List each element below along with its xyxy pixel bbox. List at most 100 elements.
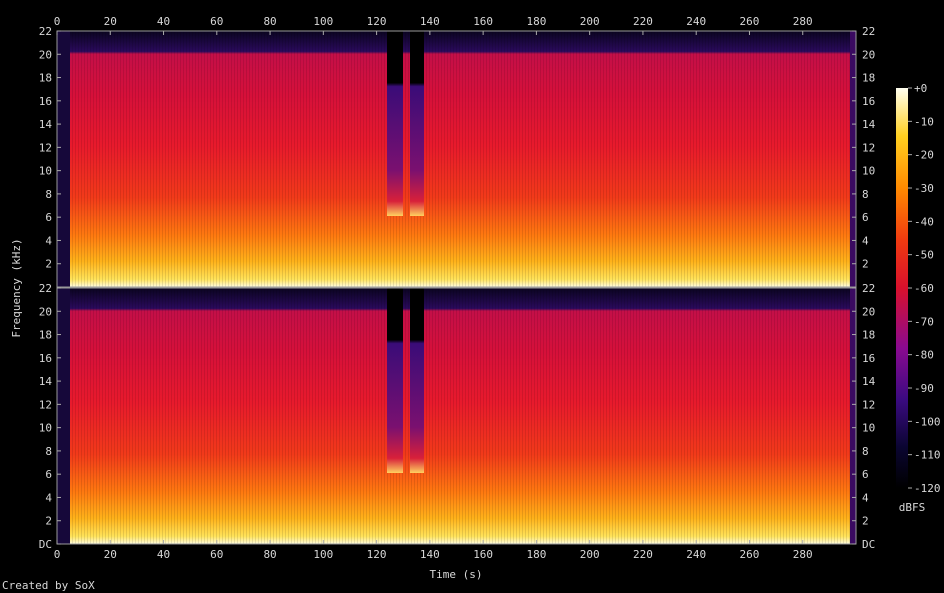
y-tick-label-right-bottom: 22 [862,282,875,295]
y-tick-label-right-top: 20 [862,48,875,61]
channel-top-tail [850,31,856,287]
y-tick-label-left-top: 16 [39,95,52,108]
colorbar-tick-label: -100 [914,415,941,428]
y-tick-label-right-top: 10 [862,165,875,178]
x-tick-label-bottom: 260 [740,548,760,561]
x-tick-label-top: 40 [157,15,170,28]
x-tick-label-top: 240 [686,15,706,28]
y-tick-label-left-top: 20 [39,48,52,61]
x-tick-label-bottom: 60 [210,548,223,561]
x-tick-label-bottom: 160 [473,548,493,561]
y-tick-label-right-bottom: 20 [862,305,875,318]
y-tick-label-left-top: 8 [45,188,52,201]
x-tick-label-top: 260 [740,15,760,28]
plot-frame-top [56,30,857,288]
x-tick-label-top: 200 [580,15,600,28]
y-tick-label-right-bottom: 2 [862,515,869,528]
y-tick-label-right-bottom: 6 [862,468,869,481]
colorbar-label: dBFS [899,501,926,514]
channel-bottom-quiet-1 [387,288,403,473]
y-tick-label-left-top: 22 [39,25,52,38]
x-tick-label-bottom: 0 [54,548,61,561]
x-tick-label-top: 100 [313,15,333,28]
x-axis-label: Time (s) [430,568,483,581]
colorbar-tick-label: -50 [914,249,934,262]
y-tick-label-right-bottom: 4 [862,491,869,504]
colorbar-tick-label: -60 [914,282,934,295]
sox-credit: Created by SoX [2,579,95,592]
y-axis-label: Frequency (kHz) [10,238,23,337]
y-tick-label-right-bottom: 14 [862,375,876,388]
x-tick-label-bottom: 140 [420,548,440,561]
x-tick-label-bottom: 100 [313,548,333,561]
y-tick-label-right-top: 8 [862,188,869,201]
x-tick-label-top: 220 [633,15,653,28]
y-tick-label-left-bottom: 18 [39,329,52,342]
colorbar-tick-label: -120 [914,482,941,495]
channel-top-quiet-1 [387,31,403,216]
y-tick-label-left-bottom: 12 [39,398,52,411]
y-tick-label-left-bottom: 6 [45,468,52,481]
channel-bottom-texture [57,288,856,544]
channel-top [57,31,856,287]
y-tick-label-right-top: 4 [862,234,869,247]
colorbar-tick-label: -20 [914,149,934,162]
y-tick-label-right-bottom: DC [862,538,875,551]
y-tick-label-left-bottom: 8 [45,445,52,458]
x-tick-label-top: 160 [473,15,493,28]
y-tick-label-left-bottom: DC [39,538,52,551]
x-tick-label-top: 0 [54,15,61,28]
y-tick-label-left-top: 6 [45,211,52,224]
x-tick-label-bottom: 40 [157,548,170,561]
y-tick-label-right-top: 6 [862,211,869,224]
y-tick-label-right-top: 12 [862,141,875,154]
y-tick-label-left-top: 18 [39,72,52,85]
colorbar-tick-label: -70 [914,315,934,328]
y-tick-label-left-top: 12 [39,141,52,154]
x-tick-label-top: 180 [526,15,546,28]
x-tick-label-bottom: 180 [526,548,546,561]
y-tick-label-left-bottom: 14 [39,375,53,388]
x-axis-bottom: 0 20 40 60 80 100 120 140 160 180 200 220 240 260 280 [54,540,813,561]
y-tick-label-right-top: 22 [862,25,875,38]
y-tick-label-left-bottom: 20 [39,305,52,318]
x-tick-label-bottom: 20 [104,548,117,561]
colorbar-tick-label: +0 [914,82,927,95]
y-tick-label-right-bottom: 12 [862,398,875,411]
channel-bottom-lead-in [57,288,70,544]
colorbar-tick-label: -10 [914,115,934,128]
y-tick-label-right-bottom: 10 [862,422,875,435]
x-axis-top: 0 20 40 60 80 100 120 140 160 180 200 220 240 260 280 [54,15,813,35]
x-tick-label-top: 140 [420,15,440,28]
channel-bottom [57,288,856,544]
channel-bottom-tail [850,288,856,544]
y-tick-label-left-bottom: 4 [45,491,52,504]
x-tick-label-bottom: 120 [367,548,387,561]
y-tick-label-left-bottom: 10 [39,422,52,435]
x-tick-label-bottom: 80 [263,548,276,561]
y-tick-label-left-top: 4 [45,234,52,247]
channel-top-texture [57,31,856,287]
channel-bottom-quiet-2 [410,288,424,473]
plot-frame-bottom [56,287,857,545]
y-tick-label-left-top: 14 [39,118,53,131]
x-tick-label-bottom: 280 [793,548,813,561]
x-tick-label-top: 120 [367,15,387,28]
y-tick-label-right-top: 18 [862,72,875,85]
x-tick-label-top: 80 [263,15,276,28]
x-tick-label-top: 60 [210,15,223,28]
x-tick-label-bottom: 240 [686,548,706,561]
channel-top-quiet-2 [410,31,424,216]
colorbar: +0 -10 -20 -30 -40 -50 -60 -70 -80 -90 -100 -110 -12… [896,82,941,514]
colorbar-tick-label: -90 [914,382,934,395]
colorbar-tick-label: -30 [914,182,934,195]
colorbar-tick-label: -110 [914,449,941,462]
y-tick-label-right-bottom: 18 [862,329,875,342]
y-tick-label-right-top: 16 [862,95,875,108]
y-tick-label-left-bottom: 22 [39,282,52,295]
channel-top-lead-in [57,31,70,287]
y-tick-label-right-bottom: 16 [862,352,875,365]
x-tick-label-bottom: 220 [633,548,653,561]
y-tick-label-right-top: 2 [862,258,869,271]
